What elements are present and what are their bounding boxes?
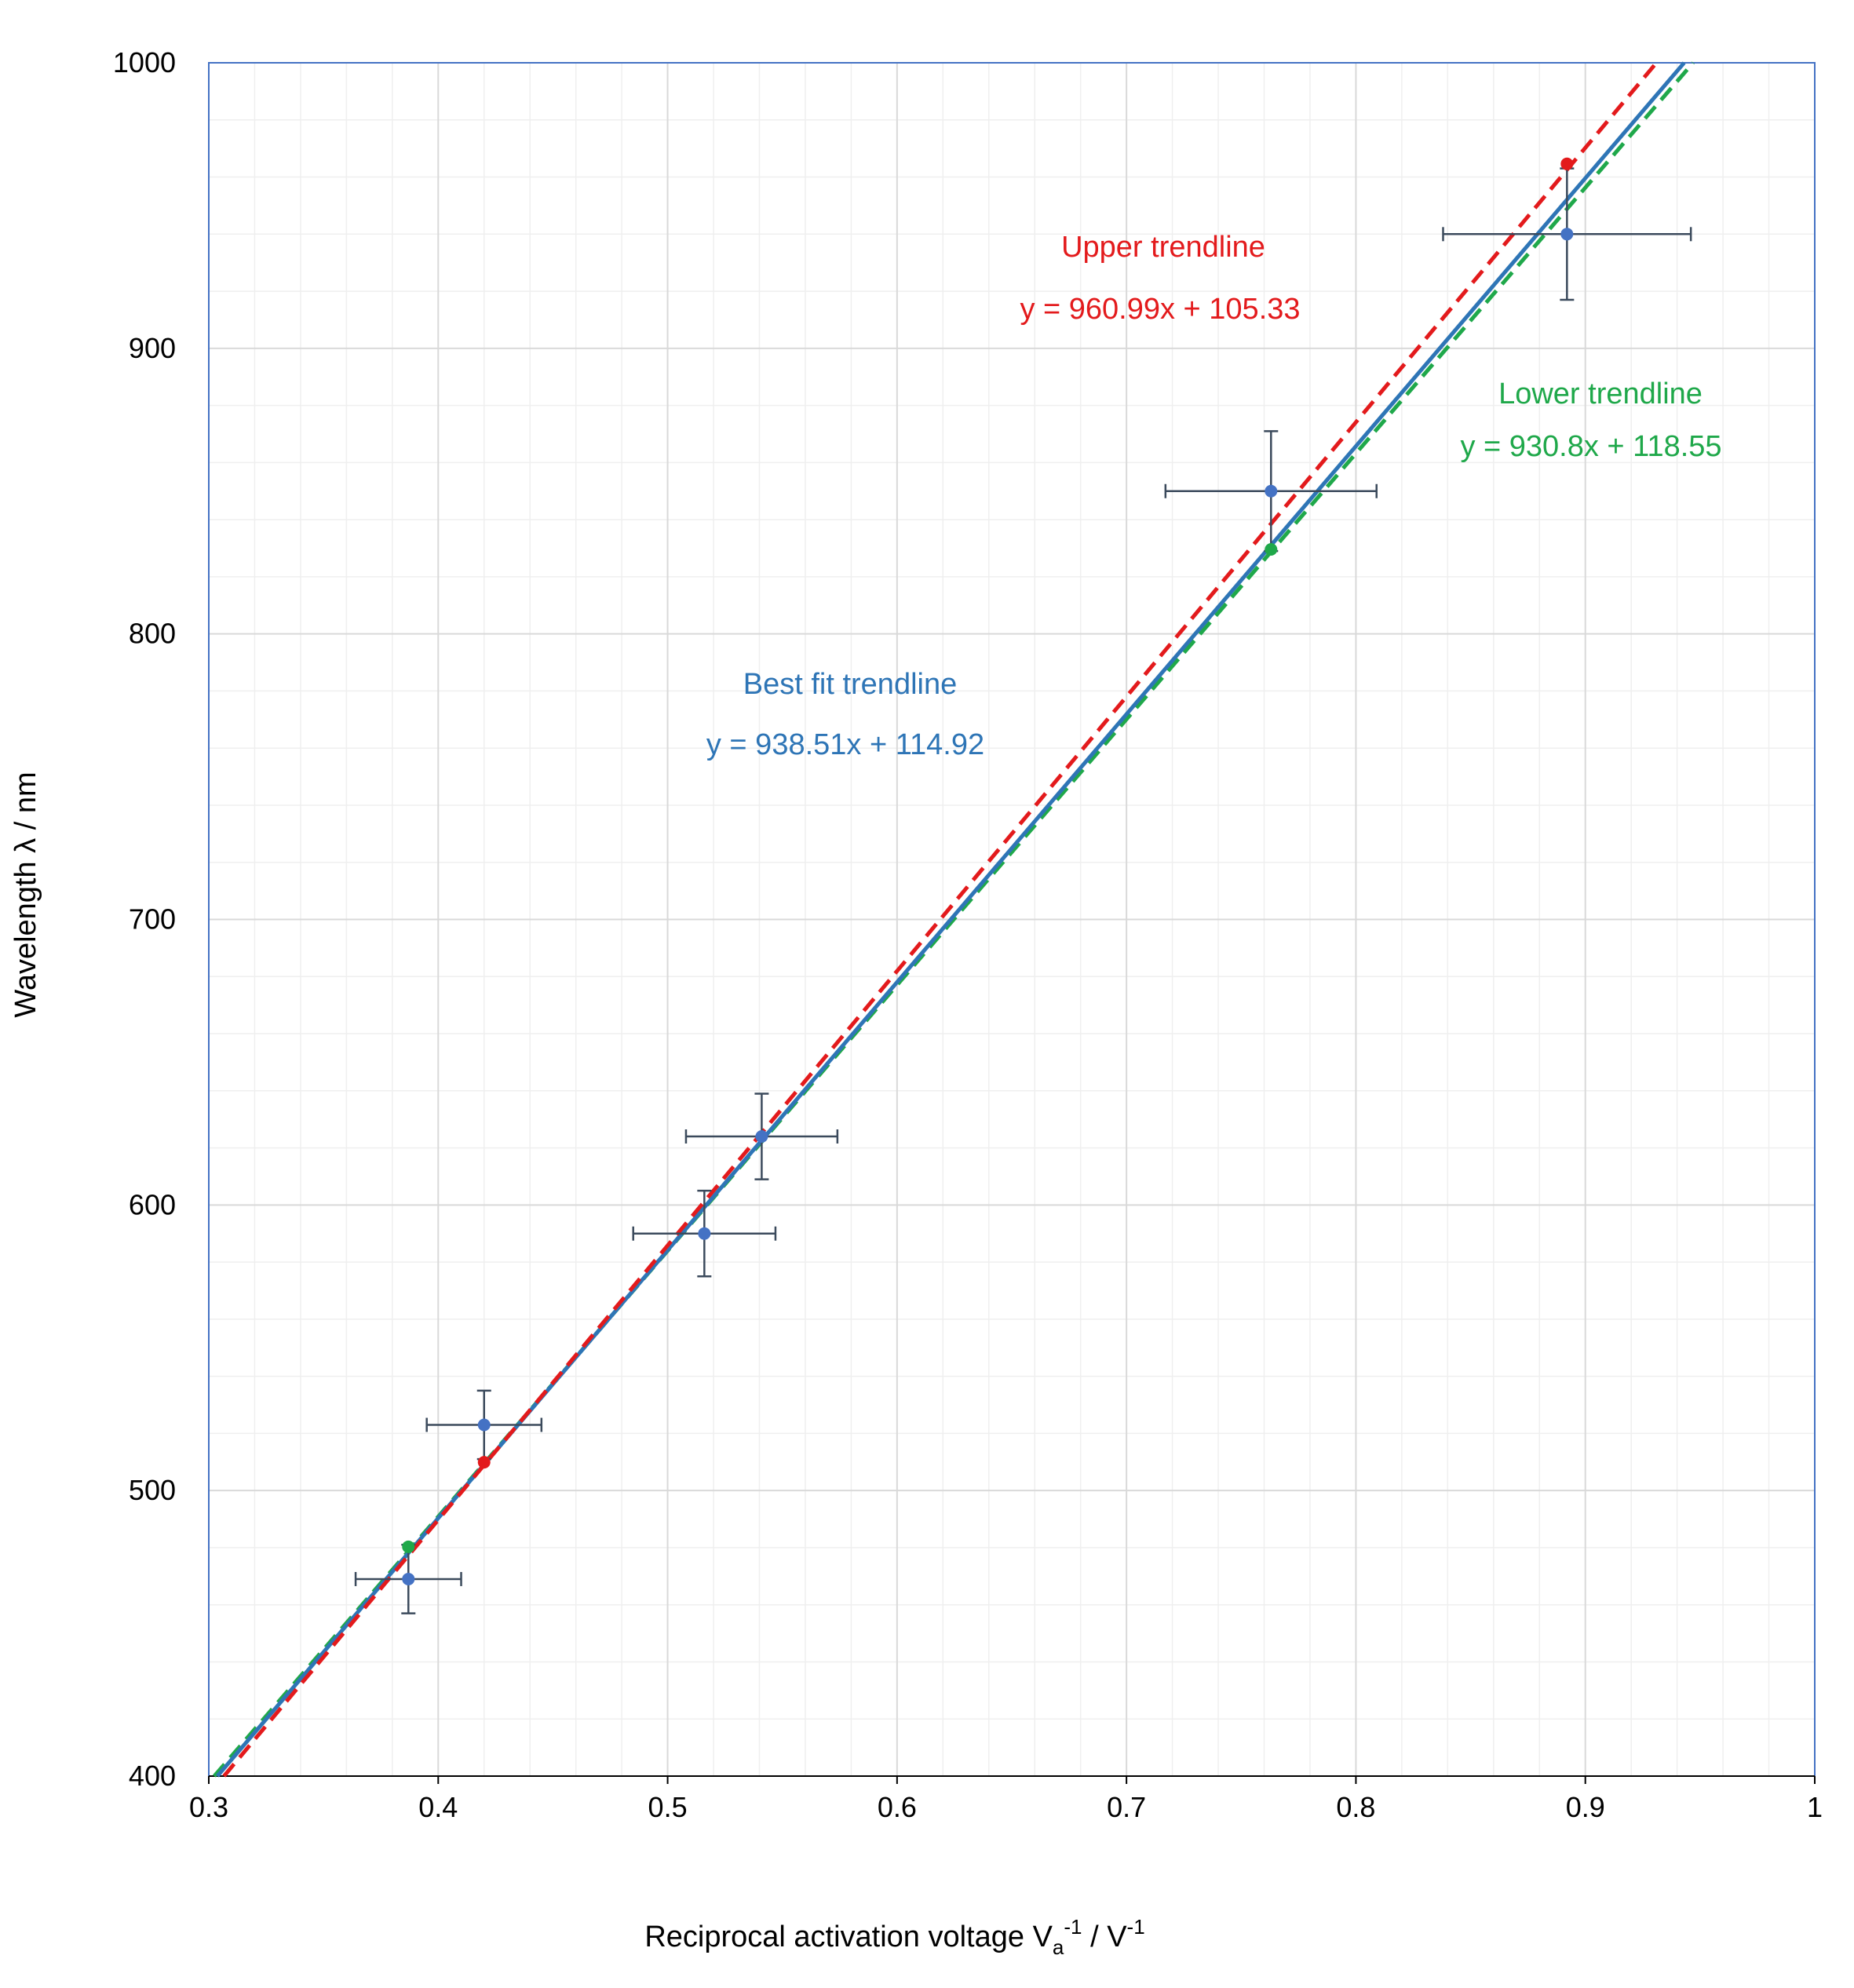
x-axis-title-sub: a — [1053, 1935, 1064, 1959]
x-tick-label: 0.8 — [1336, 1791, 1375, 1823]
upper-trendline-title: Upper trendline — [1061, 231, 1265, 264]
data-point — [477, 1418, 491, 1432]
upper-trendline — [222, 61, 1659, 1778]
major-gridlines — [208, 62, 1816, 1777]
data-point — [755, 1130, 768, 1144]
lower-trendline-point — [1265, 542, 1278, 556]
y-axis-title: Wavelength λ / nm — [9, 771, 42, 1017]
y-tick-label: 500 — [129, 1474, 176, 1506]
x-axis-title: Reciprocal activation voltage Va-1 / V-1 — [644, 1915, 1144, 1959]
x-axis-title-main: Reciprocal activation voltage V — [644, 1921, 1053, 1953]
y-tick-label: 400 — [129, 1760, 176, 1792]
x-axis-title-sup2: -1 — [1127, 1915, 1145, 1939]
y-tick-label: 800 — [129, 618, 176, 650]
y-tick-label: 1000 — [113, 46, 176, 78]
data-point — [1560, 228, 1574, 241]
error-bars — [354, 167, 1692, 1614]
x-axis-title-sep: / V — [1082, 1921, 1128, 1953]
trendlines — [213, 61, 1695, 1778]
upper-trendline-point — [477, 1456, 491, 1469]
x-tick-label: 0.4 — [418, 1791, 458, 1823]
x-tick-label: 0.5 — [648, 1791, 688, 1823]
upper-trendline-equation: y = 960.99x + 105.33 — [1020, 293, 1300, 326]
x-axis-ticks: 0.3 0.4 0.5 0.6 0.7 0.8 0.9 1 — [189, 1776, 1823, 1823]
lower-trendline-equation: y = 930.8x + 118.55 — [1460, 430, 1721, 463]
upper-trendline-point — [1560, 157, 1574, 170]
data-point — [698, 1227, 711, 1240]
lower-trendline-title: Lower trendline — [1498, 378, 1703, 410]
best-fit-trendline-title: Best fit trendline — [743, 668, 957, 701]
y-tick-label: 900 — [129, 332, 176, 364]
data-points — [402, 157, 1574, 1585]
y-tick-label: 600 — [129, 1188, 176, 1220]
x-tick-label: 0.7 — [1107, 1791, 1146, 1823]
y-tick-label: 700 — [129, 903, 176, 936]
x-tick-label: 1 — [1807, 1791, 1823, 1823]
x-axis-title-sup1: -1 — [1064, 1915, 1082, 1939]
lower-trendline-point — [402, 1540, 415, 1553]
best-fit-trendline-equation: y = 938.51x + 114.92 — [706, 728, 984, 761]
x-tick-label: 0.3 — [189, 1791, 228, 1823]
x-tick-label: 0.6 — [878, 1791, 917, 1823]
data-point — [1265, 484, 1278, 498]
x-tick-label: 0.9 — [1566, 1791, 1605, 1823]
data-point — [402, 1572, 415, 1585]
y-axis-ticks: 400 500 600 700 800 900 1000 — [113, 46, 176, 1792]
